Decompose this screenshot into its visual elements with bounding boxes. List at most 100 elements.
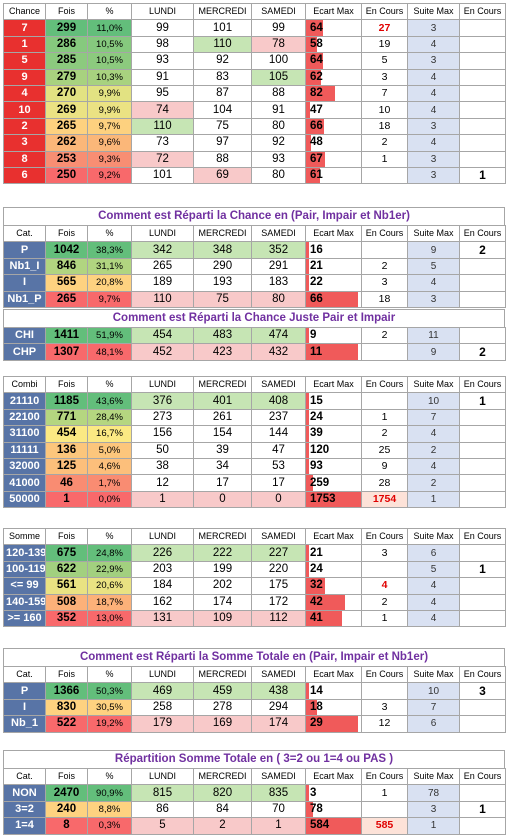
ecart-bar — [306, 595, 345, 610]
column-header: % — [87, 224, 132, 243]
ecart-max-cell: 58 — [305, 35, 362, 54]
column-header: Cat. — [3, 767, 46, 786]
cat-table: Cat. Fois% LUNDI MERCREDI SAMEDI Ecart Max En … — [3, 224, 506, 308]
ecart-bar — [306, 611, 342, 626]
pct-cell: 4,6% — [87, 457, 132, 476]
en-cours-cell: 19 — [361, 35, 408, 54]
ecart-bar — [306, 102, 311, 118]
pct-cell: 11,0% — [87, 19, 132, 37]
row-label: 4 — [3, 84, 46, 103]
mercredi-cell: 199 — [193, 560, 252, 579]
ecart-value: 47 — [310, 103, 323, 116]
fois-cell: 508 — [45, 593, 88, 611]
samedi-cell: 408 — [251, 392, 306, 410]
en-cours-cell: 2 — [361, 593, 408, 611]
ecart-value: 93 — [310, 460, 323, 473]
en-cours-suite-cell — [459, 609, 506, 628]
ecart-max-cell: 22 — [305, 274, 362, 292]
column-header: En Cours — [361, 665, 408, 684]
fois-cell: 454 — [45, 425, 88, 443]
table-row: I 565 20,8% 189 193 183 22 3 4 — [3, 274, 506, 292]
ecart-bar — [306, 818, 361, 834]
lundi-cell: 156 — [131, 425, 194, 443]
en-cours-suite-cell — [459, 474, 506, 492]
suite-max-cell: 3 — [407, 800, 460, 819]
mercredi-cell: 169 — [193, 715, 252, 733]
en-cours-cell: 9 — [361, 457, 408, 476]
mercredi-cell: 84 — [193, 800, 252, 819]
pct-cell: 9,7% — [87, 117, 132, 136]
fois-cell: 265 — [45, 290, 88, 308]
en-cours-cell: 3 — [361, 698, 408, 717]
row-label: 22100 — [3, 408, 46, 427]
column-header: MERCREDI — [193, 224, 252, 243]
table-row: >= 160 352 13,0% 131 109 112 41 1 4 — [3, 609, 506, 628]
fois-cell: 265 — [45, 117, 88, 136]
ecart-value: 259 — [310, 476, 330, 489]
mercredi-cell: 2 — [193, 817, 252, 835]
mercredi-cell: 104 — [193, 101, 252, 119]
en-cours-cell: 1 — [361, 408, 408, 427]
column-header: LUNDI — [131, 2, 194, 21]
mercredi-cell: 75 — [193, 290, 252, 308]
fois-cell: 1307 — [45, 343, 88, 361]
row-label: 100-119 — [3, 560, 46, 579]
ecart-value: 82 — [310, 87, 323, 100]
en-cours-suite-cell — [459, 490, 506, 509]
somme-table-block: Somme Fois% LUNDI MERCREDI SAMEDI Ecart Max En… — [3, 527, 506, 628]
samedi-cell: 78 — [251, 35, 306, 54]
en-cours-cell: 18 — [361, 290, 408, 308]
suite-max-cell: 4 — [407, 101, 460, 119]
row-label: 9 — [3, 68, 46, 86]
ecart-max-cell: 62 — [305, 68, 362, 86]
ecart-max-cell: 67 — [305, 150, 362, 168]
pct-cell: 9,9% — [87, 101, 132, 119]
column-header: SAMEDI — [251, 224, 306, 243]
suite-max-cell: 9 — [407, 241, 460, 259]
ecart-bar — [306, 344, 359, 360]
en-cours-cell: 1754 — [361, 490, 408, 509]
mercredi-cell: 109 — [193, 609, 252, 628]
en-cours-cell: 3 — [361, 68, 408, 86]
en-cours-cell: 5 — [361, 52, 408, 70]
lundi-cell: 12 — [131, 474, 194, 492]
row-label: 32000 — [3, 457, 46, 476]
suite-max-cell: 2 — [407, 441, 460, 459]
cat-table-block: Comment est Réparti la Chance en (Pair, … — [3, 207, 506, 308]
table-row: P 1042 38,3% 342 348 352 16 9 2 — [3, 241, 506, 259]
lundi-cell: 99 — [131, 19, 194, 37]
en-cours-suite-cell — [459, 52, 506, 70]
lundi-cell: 110 — [131, 290, 194, 308]
lundi-cell: 179 — [131, 715, 194, 733]
pct-cell: 9,6% — [87, 134, 132, 152]
row-label: 1 — [3, 35, 46, 54]
mercredi-cell: 423 — [193, 343, 252, 361]
ecart-max-cell: 11 — [305, 343, 362, 361]
ecart-bar — [306, 242, 310, 258]
lundi-cell: 469 — [131, 682, 194, 700]
en-cours-cell: 2 — [361, 425, 408, 443]
ecart-max-cell: 48 — [305, 134, 362, 152]
suite-max-cell: 3 — [407, 19, 460, 37]
ecart-bar — [306, 168, 320, 183]
samedi-cell: 438 — [251, 682, 306, 700]
row-label: Nb_1 — [3, 715, 46, 733]
column-header: SAMEDI — [251, 665, 306, 684]
fois-cell: 286 — [45, 35, 88, 54]
ecart-value: 58 — [310, 37, 323, 50]
en-cours-cell: 3 — [361, 544, 408, 562]
samedi-cell: 88 — [251, 84, 306, 103]
suite-max-cell: 7 — [407, 408, 460, 427]
ecart-value: 62 — [310, 70, 323, 83]
ecart-value: 22 — [310, 276, 323, 289]
pct-cell: 13,0% — [87, 609, 132, 628]
column-header: LUNDI — [131, 665, 194, 684]
en-cours-cell — [361, 392, 408, 410]
somme-table: Somme Fois% LUNDI MERCREDI SAMEDI Ecart Max En… — [3, 527, 506, 628]
pct-cell: 50,3% — [87, 682, 132, 700]
lundi-cell: 86 — [131, 800, 194, 819]
lundi-cell: 72 — [131, 150, 194, 168]
fois-cell: 250 — [45, 166, 88, 185]
column-header: LUNDI — [131, 767, 194, 786]
column-header: SAMEDI — [251, 2, 306, 21]
